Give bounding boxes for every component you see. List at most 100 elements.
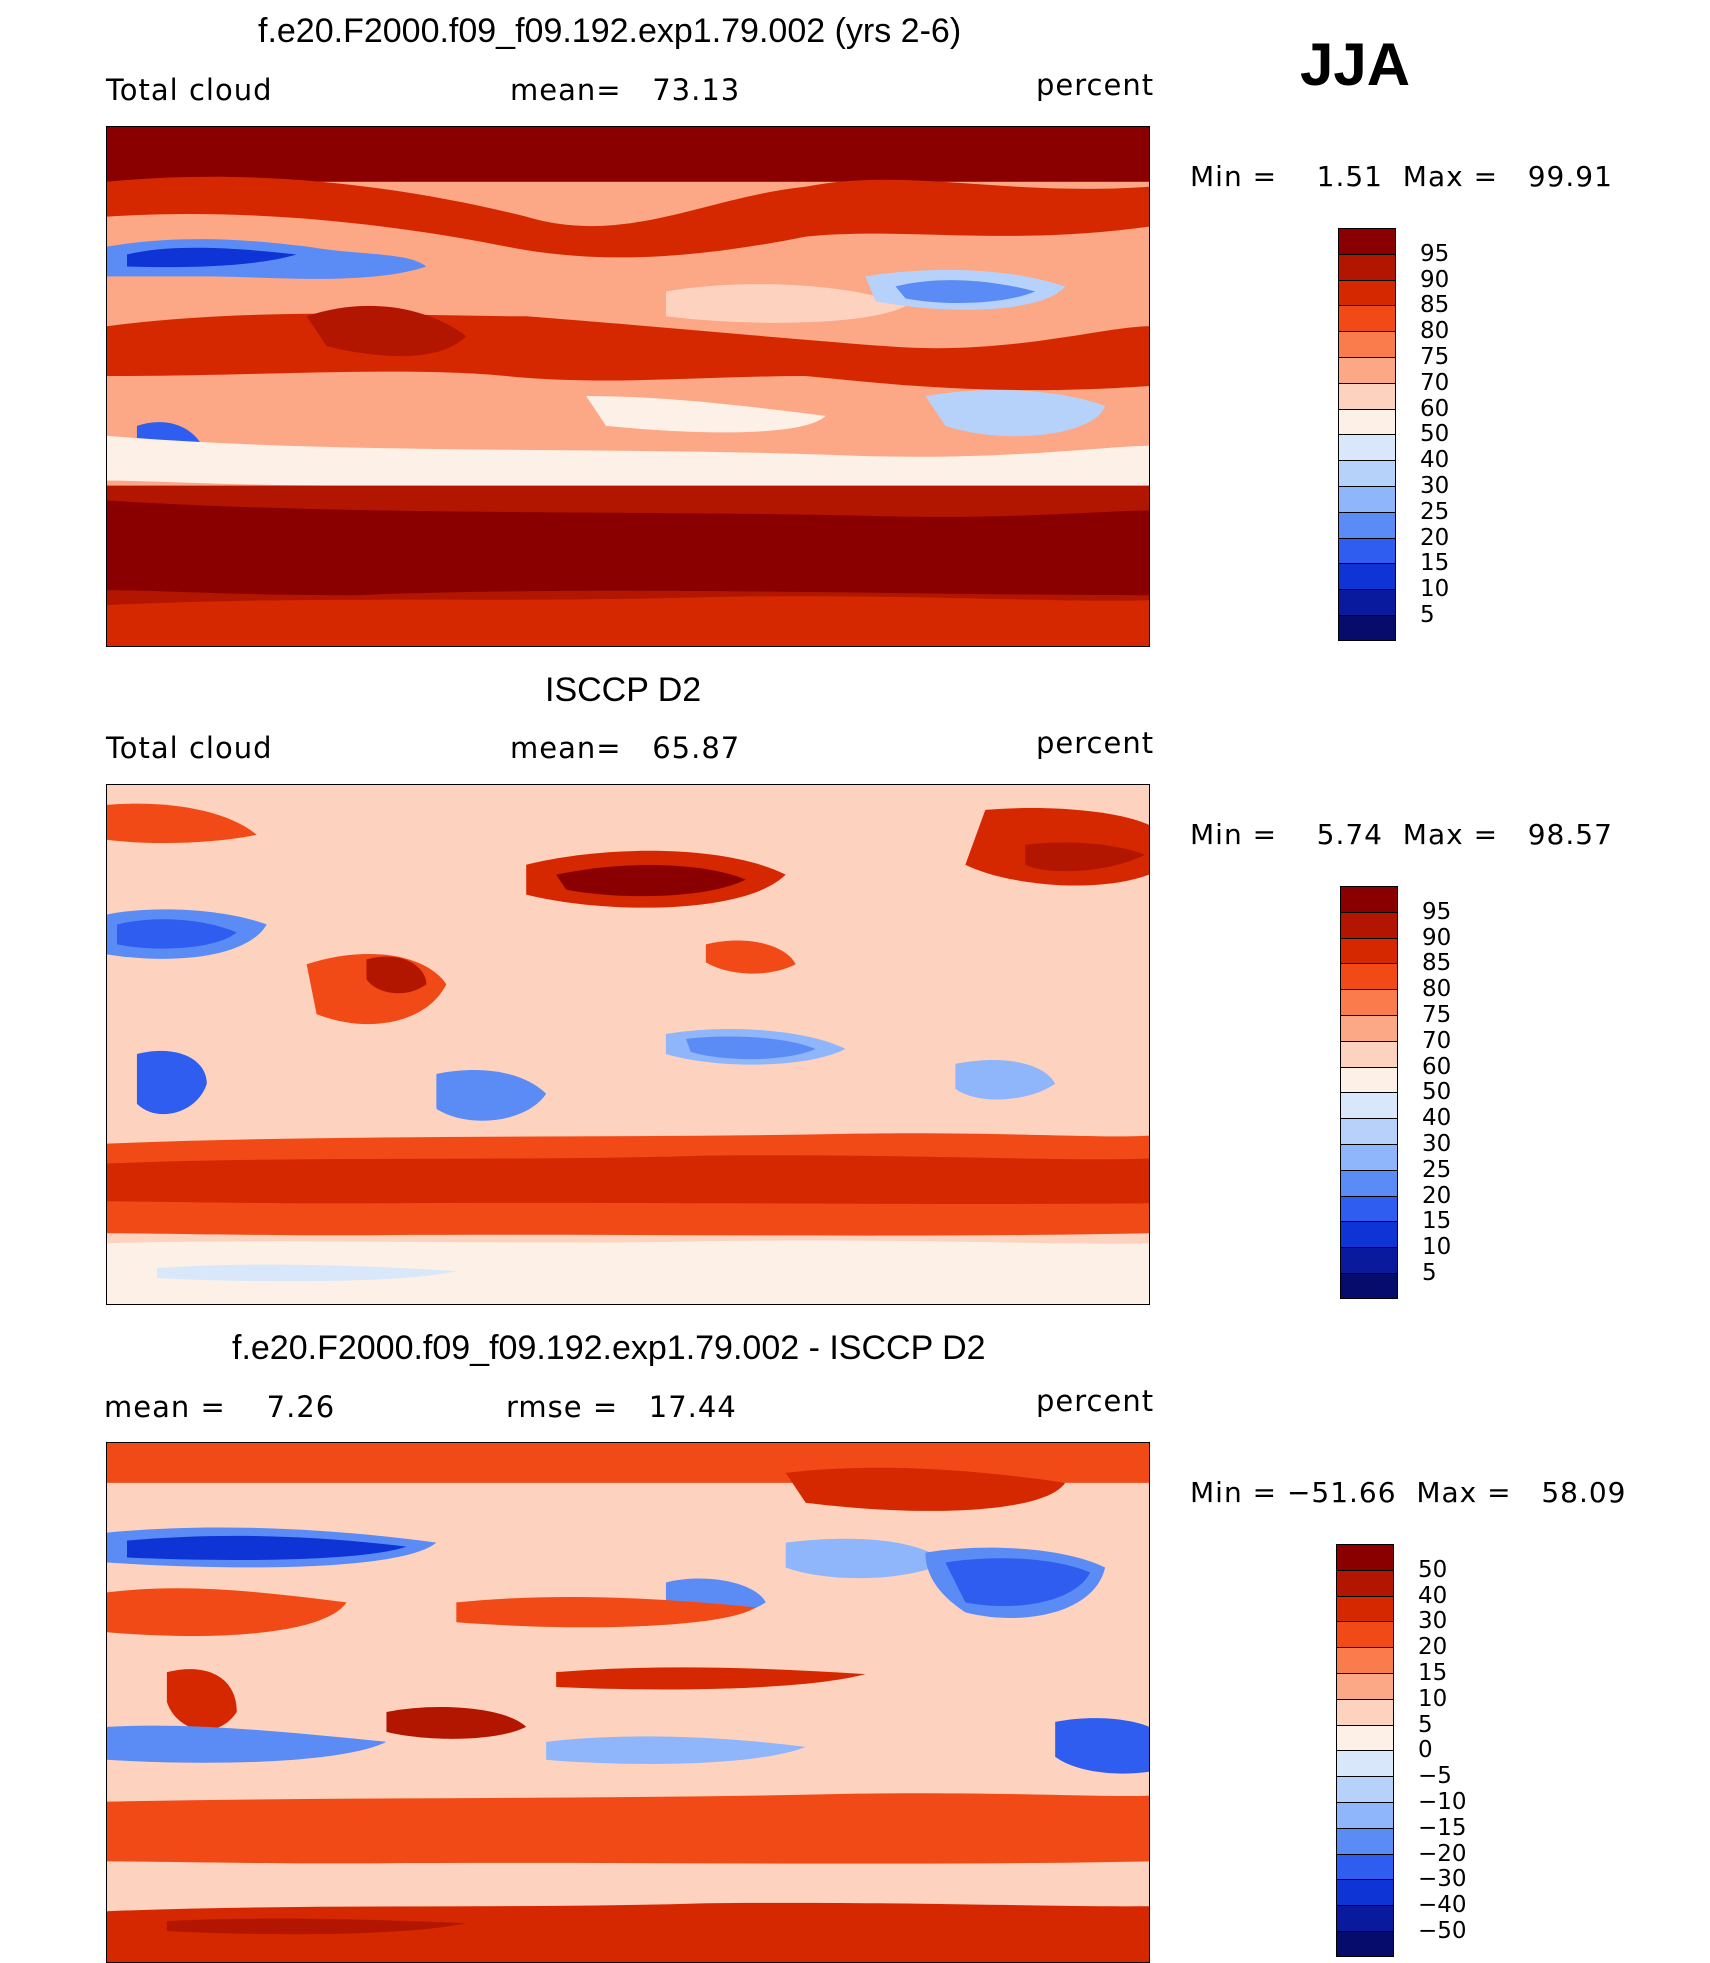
colorbar-label: 10: [1420, 576, 1450, 603]
colorbar-swatch: [1338, 253, 1396, 280]
panel-3-map: [106, 1442, 1150, 1963]
colorbar-swatch: [1340, 937, 1398, 964]
colorbar-label: 30: [1420, 473, 1450, 499]
colorbar-label: 5: [1418, 1711, 1433, 1738]
colorbar-label: −40: [1418, 1892, 1467, 1919]
panel-3-mean-label: mean = 7.26: [104, 1390, 336, 1424]
colorbar-swatch: [1336, 1544, 1394, 1570]
colorbar-swatch: [1340, 1015, 1398, 1041]
panel-2-units-label: percent: [1036, 726, 1155, 760]
colorbar-swatch: [1340, 1118, 1398, 1144]
colorbar-swatch: [1336, 1595, 1394, 1622]
colorbar-swatch: [1340, 1221, 1398, 1248]
colorbar-label: 25: [1420, 498, 1450, 525]
colorbar-label: 15: [1422, 1208, 1452, 1235]
colorbar-swatch: [1336, 1698, 1394, 1725]
colorbar-swatch: [1336, 1569, 1394, 1596]
colorbar-label: 90: [1422, 924, 1452, 951]
colorbar-swatch: [1340, 1273, 1398, 1299]
panel-1-min-max: Min = 1.51 Max = 99.91: [1190, 160, 1613, 193]
panel-1-mean-label: mean= 73.13: [510, 73, 741, 107]
panel-1-title: f.e20.F2000.f09_f09.192.exp1.79.002 (yrs…: [258, 12, 962, 50]
colorbar-swatch: [1338, 537, 1396, 564]
colorbar-swatch: [1338, 331, 1396, 357]
colorbar-label: 5: [1420, 602, 1435, 628]
colorbar-label: 70: [1420, 369, 1450, 396]
colorbar-label: −50: [1418, 1918, 1467, 1944]
colorbar-swatch: [1340, 989, 1398, 1015]
panel-3-rmse-label: rmse = 17.44: [506, 1390, 737, 1424]
colorbar-swatch: [1338, 615, 1396, 641]
colorbar-label: 80: [1422, 976, 1452, 1003]
colorbar-swatch: [1340, 1169, 1398, 1196]
colorbar-swatch: [1340, 886, 1398, 912]
colorbar-label: 40: [1418, 1582, 1448, 1609]
colorbar-swatch: [1336, 1750, 1394, 1777]
colorbar-label: 95: [1422, 898, 1452, 925]
colorbar-label: 10: [1422, 1234, 1452, 1261]
panel-2-map: [106, 784, 1150, 1305]
colorbar-label: 40: [1420, 447, 1450, 474]
colorbar-swatch: [1338, 511, 1396, 538]
colorbar-label: 50: [1422, 1079, 1452, 1106]
colorbar-label: 90: [1420, 266, 1450, 293]
colorbar-label: 20: [1420, 524, 1450, 551]
panel-1-units-label: percent: [1036, 68, 1155, 102]
colorbar-label: 10: [1418, 1685, 1448, 1712]
panel-1-map: [106, 126, 1150, 647]
colorbar-swatch: [1336, 1724, 1394, 1751]
colorbar-label: 40: [1422, 1105, 1452, 1132]
colorbar-swatch: [1340, 1247, 1398, 1273]
panel-2-mean-label: mean= 65.87: [510, 731, 741, 765]
colorbar-swatch: [1336, 1621, 1394, 1648]
colorbar-label: 85: [1422, 950, 1452, 977]
colorbar-label: 70: [1422, 1027, 1452, 1054]
colorbar-swatch: [1336, 1931, 1394, 1957]
colorbar-label: 50: [1420, 421, 1450, 448]
colorbar-swatch: [1340, 1144, 1398, 1170]
colorbar-swatch: [1338, 486, 1396, 512]
colorbar-label: 60: [1422, 1053, 1452, 1080]
colorbar-label: 15: [1420, 550, 1450, 577]
panel-3-units-label: percent: [1036, 1384, 1155, 1418]
colorbar-swatch: [1338, 434, 1396, 461]
panel-1-variable-label: Total cloud: [106, 73, 273, 107]
colorbar-label: 5: [1422, 1260, 1437, 1286]
colorbar-swatch: [1336, 1776, 1394, 1802]
colorbar-label: −30: [1418, 1866, 1467, 1893]
colorbar-label: 75: [1420, 344, 1450, 370]
colorbar-swatch: [1336, 1827, 1394, 1854]
colorbar-label: −10: [1418, 1789, 1467, 1815]
colorbar-label: 30: [1422, 1131, 1452, 1157]
colorbar-swatch: [1338, 460, 1396, 486]
colorbar-swatch: [1340, 1066, 1398, 1093]
colorbar-swatch: [1338, 382, 1396, 409]
colorbar-swatch: [1338, 357, 1396, 383]
colorbar-label: 75: [1422, 1002, 1452, 1028]
colorbar-swatch: [1338, 305, 1396, 332]
colorbar-swatch: [1336, 1853, 1394, 1880]
colorbar-swatch: [1340, 963, 1398, 990]
colorbar-label: 20: [1422, 1182, 1452, 1209]
colorbar-label: 20: [1418, 1634, 1448, 1661]
colorbar-label: −20: [1418, 1840, 1467, 1867]
colorbar-swatch: [1338, 408, 1396, 435]
panel-2-title: ISCCP D2: [545, 671, 702, 709]
colorbar-swatch: [1336, 1647, 1394, 1673]
colorbar-label: 15: [1418, 1660, 1448, 1686]
colorbar-swatch: [1338, 589, 1396, 615]
panel-3-min-max: Min = −51.66 Max = 58.09: [1190, 1476, 1627, 1509]
colorbar-label: −15: [1418, 1814, 1467, 1841]
colorbar-swatch: [1340, 1040, 1398, 1067]
colorbar-label: 25: [1422, 1156, 1452, 1183]
colorbar-label: 85: [1420, 292, 1450, 319]
colorbar-label: 80: [1420, 318, 1450, 345]
colorbar-swatch: [1338, 563, 1396, 590]
colorbar-swatch: [1336, 1905, 1394, 1931]
colorbar-label: 30: [1418, 1608, 1448, 1635]
colorbar-swatch: [1338, 228, 1396, 254]
colorbar-label: 60: [1420, 395, 1450, 422]
colorbar-swatch: [1336, 1802, 1394, 1828]
colorbar-swatch: [1336, 1673, 1394, 1699]
colorbar-swatch: [1336, 1879, 1394, 1906]
